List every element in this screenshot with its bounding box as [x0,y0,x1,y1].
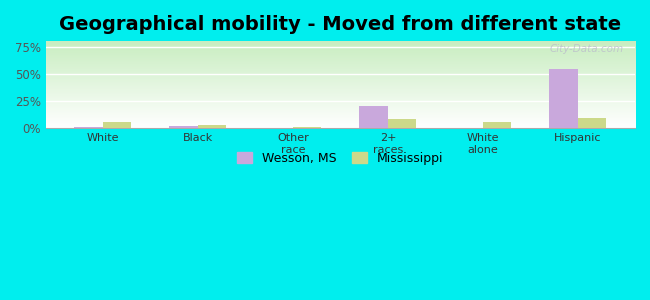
Bar [359,106,388,128]
Bar [103,122,131,128]
Legend: Wesson, MS, Mississippi: Wesson, MS, Mississippi [232,147,448,170]
Bar [388,119,417,128]
Bar [578,118,606,128]
Bar [170,126,198,128]
Bar [74,127,103,128]
Bar [198,125,226,128]
Title: Geographical mobility - Moved from different state: Geographical mobility - Moved from diffe… [59,15,621,34]
Bar [483,122,512,128]
Text: City-Data.com: City-Data.com [549,44,623,54]
Bar [549,69,578,128]
Bar [293,127,322,128]
